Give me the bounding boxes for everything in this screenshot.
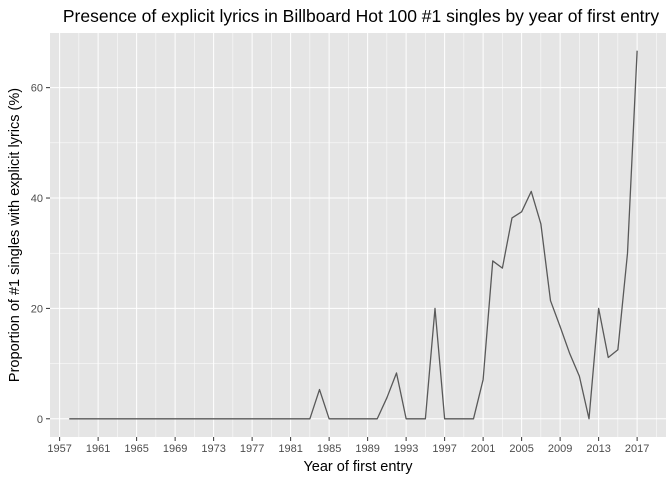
x-tick-label: 1981 [278, 443, 302, 455]
series-group [69, 50, 638, 420]
x-tick-label: 1977 [240, 443, 264, 455]
y-axis: 0 20 40 60 [31, 83, 50, 426]
x-tick-label: 1969 [163, 443, 187, 455]
x-tick-label: 2013 [586, 443, 610, 455]
x-tick-label: 1961 [86, 443, 110, 455]
x-axis-title: Year of first entry [303, 459, 413, 475]
plot-panel [50, 33, 666, 437]
x-tick-label: 1957 [47, 443, 71, 455]
x-tick-label: 2005 [509, 443, 533, 455]
y-tick-label: 60 [31, 83, 43, 95]
grid-minor [50, 33, 666, 437]
x-tick-label: 1993 [394, 443, 418, 455]
y-tick-label: 40 [31, 193, 43, 205]
x-tick-label: 2017 [625, 443, 649, 455]
x-tick-label: 2001 [471, 443, 495, 455]
grid-major [50, 33, 666, 437]
x-tick-label: 1985 [317, 443, 341, 455]
chart-title: Presence of explicit lyrics in Billboard… [63, 6, 659, 26]
y-axis-title: Proportion of #1 singles with explicit l… [7, 88, 23, 382]
x-tick-label: 2009 [548, 443, 572, 455]
x-tick-label: 1989 [355, 443, 379, 455]
y-tick-label: 20 [31, 303, 43, 315]
x-tick-label: 1973 [201, 443, 225, 455]
x-tick-label: 1965 [124, 443, 148, 455]
x-axis: 1957 1961 1965 1969 1973 1977 1981 1985 1989 1993… [47, 437, 649, 455]
series-line [69, 50, 638, 420]
x-tick-label: 1997 [432, 443, 456, 455]
y-tick-label: 0 [37, 414, 43, 426]
